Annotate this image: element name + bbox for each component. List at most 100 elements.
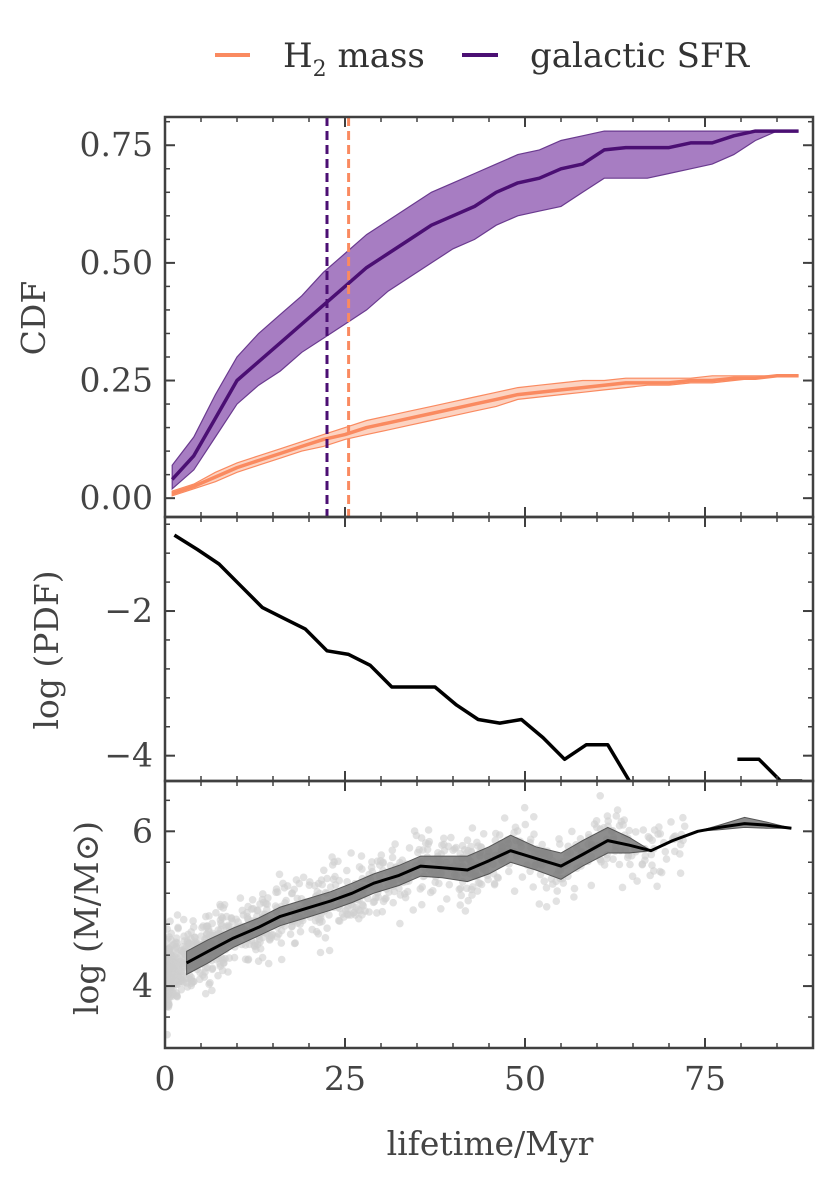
cloud-point [244,915,252,923]
cloud-point [593,823,601,832]
cloud-point [217,913,226,921]
cloud-point [648,861,656,869]
cloud-point [479,830,488,838]
cloud-point [417,834,426,842]
cloud-point [264,894,272,902]
xtick-label: 0 [155,1059,176,1098]
cloud-point [553,887,561,895]
cloud-point [291,939,300,947]
cloud-point [170,940,179,948]
cloud-point [189,917,197,925]
panel-frame [163,515,815,783]
cloud-point [214,971,222,980]
cloud-point [305,881,314,889]
cloud-point [325,911,333,919]
cloud-point [391,840,399,848]
cloud-point [612,812,621,820]
cloud-point [325,946,334,955]
cloud-point [299,873,308,882]
cloud-point [208,986,216,995]
cloud-point [464,896,473,905]
cloud-point [490,880,499,889]
cloud-point [206,979,214,987]
xlabel: lifetime/Myr [387,1124,594,1163]
cdf-band-0 [171,130,799,491]
cloud-point [282,896,290,905]
cloud-point [368,858,376,866]
cloud-point [377,851,386,859]
cloud-point [456,884,465,893]
cloud-point [295,879,304,888]
cloud-point [418,900,426,909]
cloud-point [570,884,579,893]
cloud-point [214,926,222,934]
cdf-line-0 [170,129,799,481]
cloud-point [259,890,267,898]
cloud-point [267,933,276,942]
mass-band [186,816,792,976]
cloud-point [370,897,379,906]
cloud-point [492,829,500,838]
cloud-point [538,840,546,849]
cloud-point [165,965,171,973]
cloud-point [338,910,347,918]
cloud-point [457,891,466,900]
cloud-point [530,813,538,821]
cloud-point [416,885,425,893]
cloud-point [494,874,503,882]
xtick-label: 25 [324,1059,366,1098]
cloud-point [286,930,295,938]
cloud-point [376,857,385,865]
cloud-point [389,898,398,907]
cloud-point [196,975,204,984]
cloud-point [224,968,232,976]
cloud-point [179,915,188,924]
cloud-point [679,813,687,822]
cloud-point [196,968,204,977]
cloud-point [463,836,472,844]
cloud-point [570,893,578,901]
cloud-point [328,853,336,861]
cloud-point [173,911,182,919]
cloud-point [334,857,342,866]
legend-h2-label: H2 mass [283,36,425,82]
cloud-point [247,905,256,913]
cloud-point [165,1002,172,1011]
cloud-point [167,974,175,983]
cloud-point [186,939,194,948]
cloud-point [357,852,366,860]
cloud-point [530,830,538,838]
cloud-point [351,911,360,919]
cloud-point [188,978,196,986]
cloud-point [288,922,296,930]
cloud-point [314,879,323,888]
cloud-point [451,845,459,853]
cloud-point [587,881,596,890]
cloud-point [179,947,187,955]
cloud-point [510,887,519,895]
ytick-label: −4 [104,736,153,775]
ytick-label: 0.00 [80,478,153,517]
cloud-point [410,827,419,835]
cloud-point [568,827,576,836]
ytick-label: 6 [132,811,153,850]
cloud-point [175,974,183,983]
cloud-point [437,905,445,913]
cloud-point [518,873,527,881]
cloud-point [273,888,282,896]
legend: H2 mass galactic SFR [215,36,750,82]
cloud-point [323,924,331,932]
cloud-point [287,889,296,898]
cloud-point [510,828,518,837]
cloud-point [172,934,181,942]
cloud-point [296,927,305,936]
cloud-point [609,855,617,863]
cloud-point [256,900,264,908]
cloud-point [264,959,273,968]
mass-line [185,822,792,965]
cloud-point [256,944,265,953]
cloud-point [618,883,627,892]
pdf-ylabel: log (PDF) [27,570,66,729]
cloud-point [552,897,561,905]
cloud-point [401,893,410,902]
